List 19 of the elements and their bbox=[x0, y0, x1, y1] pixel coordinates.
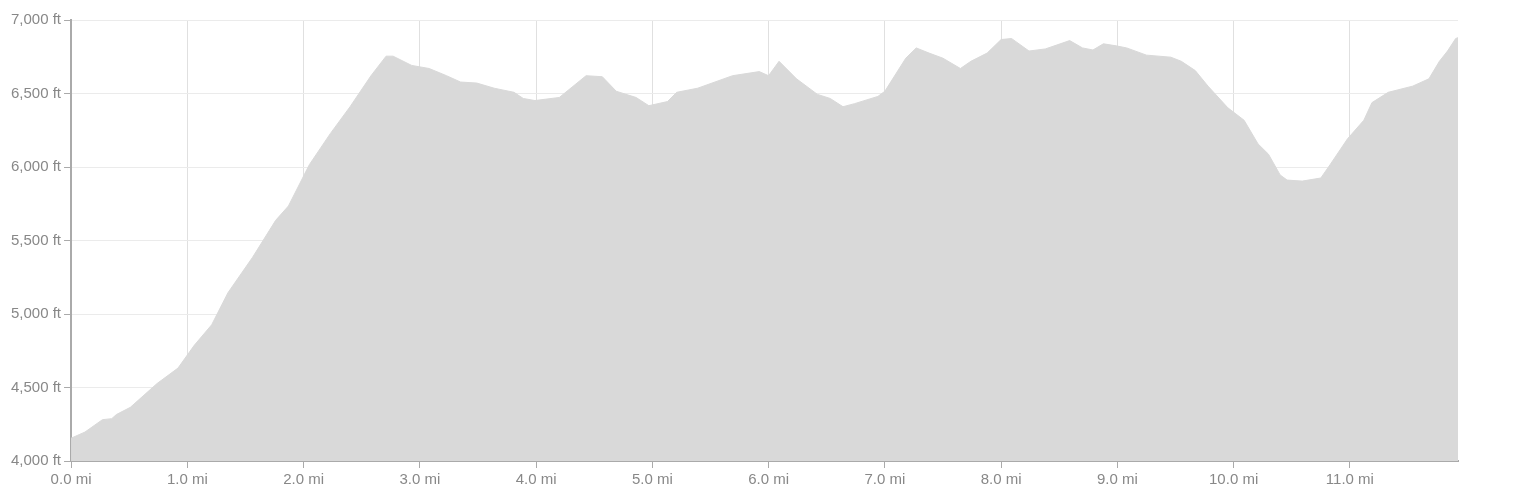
x-tick-label: 0.0 mi bbox=[50, 470, 92, 488]
y-tick-label: 5,000 ft bbox=[10, 304, 62, 322]
x-tick-label: 3.0 mi bbox=[399, 470, 441, 488]
x-tick-label: 4.0 mi bbox=[515, 470, 557, 488]
y-tick-label: 7,000 ft bbox=[10, 10, 62, 28]
x-tick-label: 2.0 mi bbox=[283, 470, 324, 488]
x-tick-label: 7.0 mi bbox=[864, 470, 906, 488]
x-tick-label: 8.0 mi bbox=[980, 470, 1022, 488]
x-tick-label: 11.0 mi bbox=[1325, 470, 1374, 488]
y-tick-label: 5,500 ft bbox=[10, 230, 62, 248]
x-tick-label: 1.0 mi bbox=[166, 470, 208, 488]
x-tick-label: 10.0 mi bbox=[1209, 470, 1259, 488]
y-tick-label: 4,500 ft bbox=[10, 377, 62, 395]
x-tick-label: 5.0 mi bbox=[631, 470, 673, 488]
y-tick-label: 6,500 ft bbox=[10, 83, 62, 101]
y-tick-label: 4,000 ft bbox=[10, 451, 62, 469]
y-tick-label: 6,000 ft bbox=[10, 157, 62, 175]
x-tick-label: 6.0 mi bbox=[748, 470, 790, 488]
x-tick-label: 9.0 mi bbox=[1096, 470, 1138, 488]
